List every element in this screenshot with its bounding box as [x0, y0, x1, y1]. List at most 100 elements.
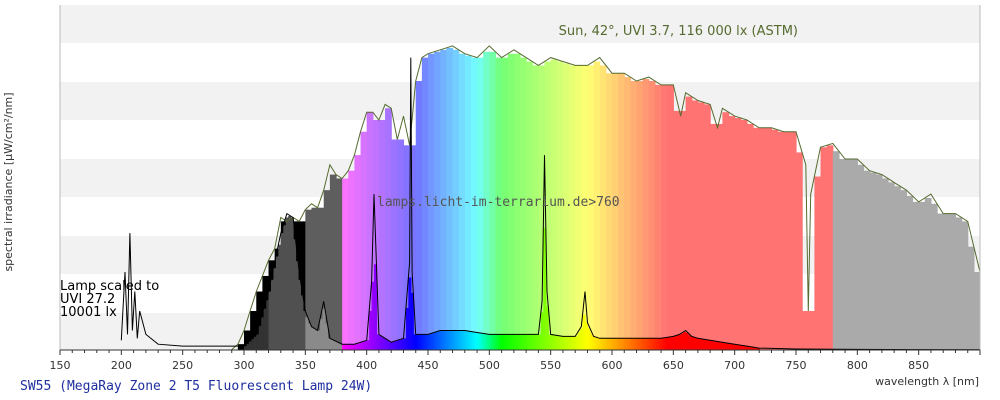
sun-fill-strip — [550, 59, 558, 350]
lamp-fill-strip — [324, 323, 329, 350]
sun-fill-strip — [569, 65, 576, 350]
sun-fill-strip — [360, 131, 368, 350]
lamp-fill-strip — [585, 322, 589, 350]
sun-fill-strip — [796, 152, 803, 350]
sun-fill-strip — [783, 131, 791, 350]
lamp-fill-strip — [668, 337, 672, 350]
lamp-fill-strip — [320, 318, 324, 350]
lamp-fill-strip — [462, 330, 466, 350]
lamp-fill-strip — [388, 342, 392, 350]
lamp-fill-strip — [582, 314, 586, 350]
lamp-fill-strip — [454, 330, 459, 350]
lamp-fill-strip — [445, 330, 449, 350]
lamp-fill-strip — [256, 334, 260, 350]
lamp-fill-strip — [401, 339, 405, 350]
lamp-fill-strip — [398, 339, 402, 350]
lamp-fill-strip — [425, 334, 429, 350]
lamp-fill-strip — [410, 292, 414, 350]
lamp-fill-strip — [609, 338, 613, 350]
lamp-fill-strip — [553, 335, 557, 350]
lamp-fill-strip — [680, 333, 684, 350]
lamp-fill-strip — [715, 341, 719, 350]
sun-fill-strip — [599, 65, 607, 350]
x-tick-label: 200 — [111, 359, 132, 372]
lamp-fill-strip — [327, 338, 331, 350]
x-tick-label: 400 — [356, 359, 377, 372]
lamp-fill-strip — [491, 334, 495, 350]
sun-fill-strip — [372, 120, 380, 350]
lamp-fill-strip — [467, 331, 471, 350]
sun-fill-strip — [329, 174, 337, 350]
lamp-fill-strip — [459, 330, 463, 350]
sun-fill-strip — [826, 145, 834, 350]
lamp-scale-line2: UVI 27.2 — [60, 292, 115, 307]
lamp-fill-strip — [724, 342, 728, 350]
sun-fill-strip — [857, 164, 865, 350]
lamp-fill-strip — [305, 317, 309, 350]
lamp-fill-strip — [734, 344, 738, 350]
lamp-scale-line3: 10001 lx — [60, 305, 117, 320]
sun-fill-strip — [771, 129, 779, 350]
lamp-fill-strip — [413, 334, 417, 350]
lamp-fill-strip — [535, 334, 539, 350]
sun-fill-strip — [648, 81, 656, 350]
lamp-fill-strip — [347, 344, 351, 350]
lamp-fill-strip — [685, 332, 689, 350]
sun-fill-strip — [820, 147, 828, 350]
sun-fill-strip — [759, 127, 766, 350]
sun-fill-strip — [415, 81, 423, 350]
sun-fill-strip — [955, 217, 963, 350]
sun-fill-strip — [654, 84, 662, 350]
lamp-fill-strip — [383, 339, 387, 350]
chart-caption: SW55 (MegaRay Zone 2 T5 Fluorescent Lamp… — [20, 379, 372, 394]
lamp-fill-strip — [602, 338, 606, 350]
lamp-fill-strip — [440, 330, 444, 350]
lamp-fill-strip — [423, 334, 427, 350]
lamp-fill-strip — [518, 334, 522, 350]
x-tick-label: 600 — [602, 359, 623, 372]
sun-fill-strip — [612, 73, 619, 350]
lamp-fill-strip — [435, 332, 439, 350]
sun-fill-strip — [428, 53, 435, 350]
lamp-fill-strip — [246, 343, 250, 350]
spectrum-lines — [120, 45, 980, 350]
lamp-fill-strip — [322, 308, 326, 350]
lamp-fill-strip — [710, 340, 714, 350]
lamp-fill-strip — [543, 228, 547, 350]
lamp-fill-strip — [526, 334, 530, 350]
lamp-fill-strip — [717, 341, 721, 350]
sun-fill-strip — [593, 61, 601, 350]
lamp-fill-strip — [643, 338, 647, 350]
lamp-fill-strip — [432, 332, 436, 350]
lamp-fill-strip — [266, 300, 270, 350]
sun-fill-strip — [483, 51, 490, 350]
x-tick-label: 250 — [172, 359, 193, 372]
lamp-fill-strip — [641, 338, 645, 350]
lamp-fill-strip — [437, 331, 441, 350]
sun-fill-strip — [464, 55, 472, 350]
lamp-fill-strip — [499, 334, 503, 350]
sun-fill-strip — [967, 246, 975, 350]
lamp-fill-strip — [550, 334, 554, 350]
sun-fill-strip — [421, 57, 429, 350]
sun-fill-strip — [930, 203, 938, 350]
sun-fill-strip — [244, 330, 251, 350]
lamp-fill-strip — [361, 341, 365, 350]
x-tick-label: 550 — [540, 359, 561, 372]
lamp-fill-strip — [450, 330, 454, 350]
sun-fill-strip — [520, 57, 527, 350]
sun-fill-strip — [470, 57, 478, 350]
sun-fill-strip — [753, 127, 760, 350]
x-tick-label: 800 — [847, 359, 868, 372]
sun-fill-strip — [673, 110, 681, 350]
lamp-fill-strip — [374, 264, 378, 350]
lamp-fill-strip — [648, 338, 652, 350]
lamp-fill-strip — [675, 335, 679, 350]
lamp-fill-strip — [248, 341, 252, 350]
lamp-fill-strip — [638, 338, 643, 350]
lamp-fill-strip — [570, 336, 574, 350]
lamp-fill-strip — [378, 335, 382, 350]
sun-fill-strip — [777, 131, 785, 350]
lamp-fill-strip — [695, 338, 699, 350]
